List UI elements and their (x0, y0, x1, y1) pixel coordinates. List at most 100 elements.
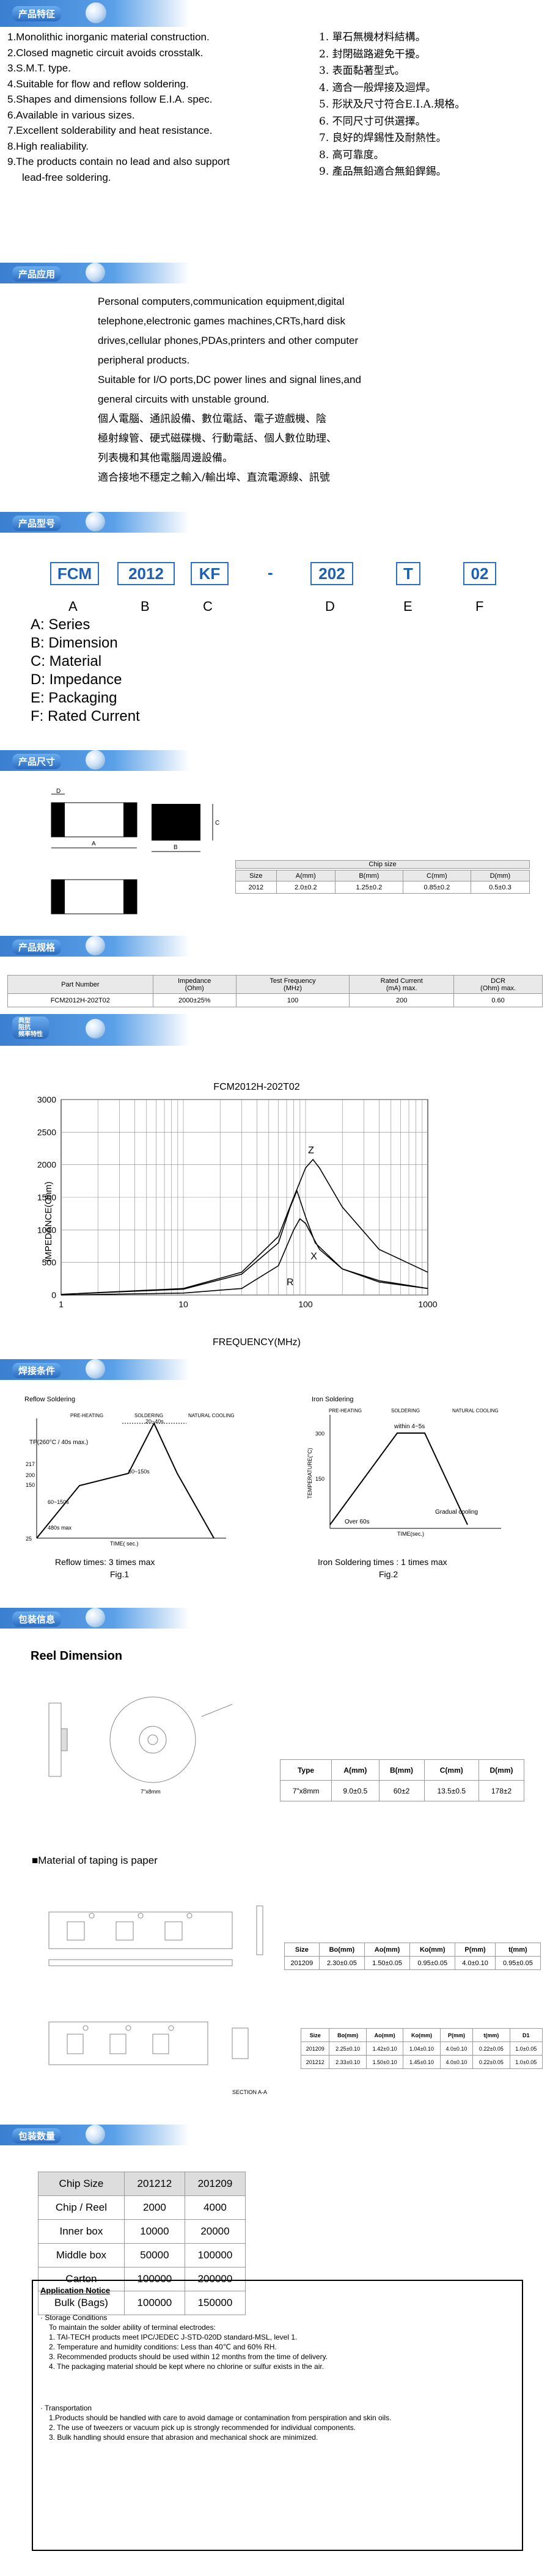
table-cell: 201212 (300, 2055, 330, 2069)
chip-dimension-drawing: D A B C (51, 788, 219, 914)
table-row: Chip / Reel 2000 4000 (38, 2195, 246, 2220)
storage-item: 1. TAI-TECH products meet IPC/JEDEC J-ST… (49, 2333, 298, 2341)
storage-intro: To maintain the solder ability of termin… (49, 2323, 216, 2332)
section-banner-quantity: 包装数量 (0, 2125, 189, 2145)
legend-line: A: Series (31, 616, 90, 633)
table-header-cell: P(mm) (455, 1943, 496, 1957)
reel-dimension-table: Type A(mm) B(mm) C(mm) D(mm) 7"x8mm 9.0±… (279, 1759, 524, 1801)
table-header-cell: P(mm) (439, 2028, 474, 2042)
table-cell: 1.04±0.10 (403, 2041, 441, 2056)
feature-line: 4.Suitable for flow and reflow soldering… (7, 78, 189, 90)
iron-soldering-profile: Iron Soldering PRE-HEATING SOLDERING NAT… (307, 1396, 501, 1579)
table-cell: 2000 (123, 2195, 185, 2220)
series-line-z (61, 1158, 428, 1295)
tp-label: TP(260°C / 40s max.) (29, 1439, 88, 1446)
tape-table-2: Size Bo(mm) Ao(mm) Ko(mm) P(mm) t(mm) D1… (300, 2028, 543, 2069)
table-cell: 0.60 (453, 993, 543, 1007)
legend-line: C: Material (31, 653, 102, 670)
section-banner-specs: 产品规格 (0, 936, 189, 957)
phase-label: NATURAL COOLING (188, 1413, 235, 1418)
section-label: 产品特征 (12, 6, 62, 21)
table-header-cell: B(mm) (334, 870, 403, 881)
y-tick: 150 (315, 1476, 324, 1482)
table-cell: FCM2012H-202T02 (7, 993, 153, 1007)
storage-item: 4. The packaging material should be kept… (49, 2362, 324, 2371)
chip-size-table: Size A(mm) B(mm) C(mm) D(mm) 2012 2.0±0.… (235, 870, 530, 894)
application-line: Suitable for I/O ports,DC power lines an… (98, 374, 361, 385)
storage-item: 2. Temperature and humidity conditions: … (49, 2343, 277, 2351)
x-tick-label: 100 (298, 1299, 313, 1309)
y-axis-label: TEMPERATURE(°C) (307, 1448, 313, 1498)
section-label: 包装数量 (12, 2128, 62, 2144)
application-line: general circuits with unstable ground. (98, 393, 270, 405)
feature-line: 8. 高可靠度。 (319, 148, 384, 161)
y-tick-label: 0 (51, 1290, 56, 1300)
table-header-cell: Chip Size (38, 2172, 125, 2196)
table-cell: Middle box (38, 2243, 125, 2268)
part-number-series: FCM (50, 562, 99, 585)
storage-title: · Storage Conditions (40, 2313, 108, 2322)
x-tick-label: 1000 (418, 1299, 437, 1309)
table-header-cell: Rated Current (mA) max. (349, 975, 455, 994)
storage-item: 3. Recommended products should be used w… (49, 2352, 328, 2361)
chart-xlabel: FREQUENCY(MHz) (213, 1337, 301, 1348)
transport-item: 2. The use of tweezers or vacuum pick up… (49, 2423, 356, 2432)
table-header-cell: Size (300, 2028, 330, 2042)
chart-title: FCM2012H-202T02 (213, 1082, 300, 1092)
section-banner-dimensions: 产品尺寸 (0, 750, 189, 771)
table-header-cell: Impedance (Ohm) (152, 975, 237, 994)
y-tick: 25 (26, 1536, 32, 1542)
application-line: drives,cellular phones,PDAs,printers and… (98, 335, 359, 346)
table-row: 2012 2.0±0.2 1.25±0.2 0.85±0.2 0.5±0.3 (235, 881, 530, 894)
table-cell: 0.5±0.3 (470, 881, 530, 894)
table-cell: 9.0±0.5 (331, 1780, 380, 1801)
phase-label: PRE-HEATING (70, 1413, 103, 1418)
section-label: 产品规格 (12, 940, 62, 955)
part-number-material: KF (191, 562, 229, 585)
sphere-icon (86, 263, 105, 282)
feature-line: 5. 形狀及尺寸符合E.I.A.規格。 (319, 98, 466, 111)
packaging-quantity-table: Chip Size 201212 201209 Chip / Reel 2000… (38, 2172, 246, 2315)
feature-line: 8.High realiability. (7, 140, 89, 152)
tape-side-view-1 (256, 1905, 263, 1955)
sphere-icon (86, 512, 105, 531)
label-b: B (174, 844, 178, 851)
table-row: Inner box 10000 20000 (38, 2219, 246, 2244)
y-tick-label: 500 (42, 1258, 57, 1268)
feature-line: 5.Shapes and dimensions follow E.I.A. sp… (7, 93, 213, 105)
table-header-row: Type A(mm) B(mm) C(mm) D(mm) (279, 1759, 524, 1781)
table-cell: 2012 (235, 881, 277, 894)
table-header-cell: C(mm) (424, 1759, 480, 1781)
application-line: 個人電腦、通訊設備、數位電話、電子遊戲機、陰 (98, 413, 326, 425)
table-cell: 50000 (123, 2243, 185, 2268)
iron-title: Iron Soldering (312, 1396, 354, 1403)
table-cell: 4.0±0.10 (455, 1956, 496, 1970)
table-cell: 201209 (284, 1956, 320, 1970)
y-tick-label: 1500 (37, 1192, 56, 1202)
series-line-r (61, 1217, 428, 1296)
impedance-chart: FCM2012H-202T02 FREQUENCY(MHz) IMPEDANCE… (37, 1082, 438, 1348)
transport-item: 1.Products should be handled with care t… (49, 2414, 392, 2422)
phase-label: NATURAL COOLING (452, 1408, 499, 1414)
sphere-icon (86, 936, 105, 955)
table-cell: 200 (349, 993, 455, 1007)
label-c: C (215, 820, 219, 826)
y-tick-label: 3000 (37, 1095, 56, 1104)
feature-line: 1.Monolithic inorganic material construc… (7, 31, 210, 43)
figure-label: Fig.1 (110, 1569, 129, 1579)
section-label: 焊接条件 (12, 1363, 62, 1378)
table-cell: 20000 (184, 2219, 246, 2244)
section-banner-applications: 产品应用 (0, 263, 189, 283)
letter-a: A (68, 599, 78, 614)
reflow-caption: Reflow times: 3 times max (55, 1557, 155, 1567)
table-header-cell: A(mm) (331, 1759, 380, 1781)
table-header-cell: A(mm) (276, 870, 336, 881)
phase-label: PRE-HEATING (329, 1408, 362, 1414)
table-cell: 4.0±0.10 (439, 2041, 474, 2056)
table-cell: 100000 (123, 2291, 185, 2315)
series-label-r: R (287, 1277, 294, 1288)
table-cell: 2.30±0.05 (318, 1956, 365, 1970)
x-tick-label: 1 (59, 1299, 64, 1309)
table-header-cell: D(mm) (470, 870, 530, 881)
table-cell: Carton (38, 2267, 125, 2291)
